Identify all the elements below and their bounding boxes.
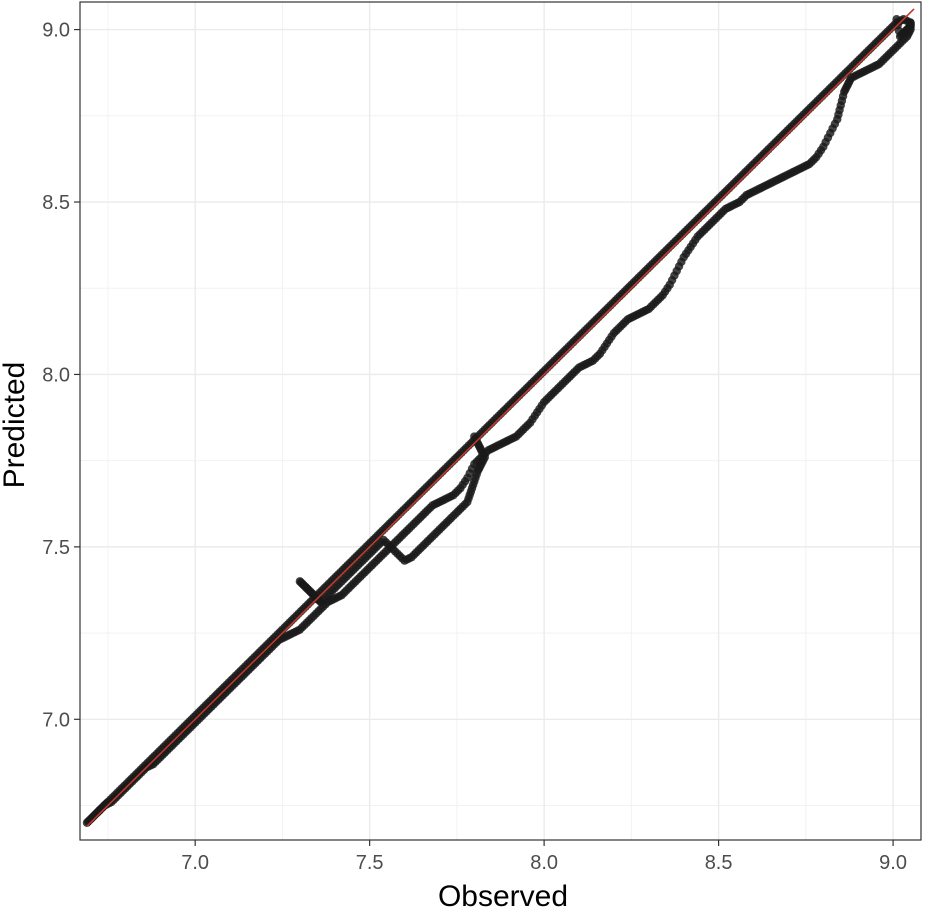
x-tick-label: 7.0 [181,852,209,874]
minor-gridlines [80,2,921,840]
data-point [892,15,901,24]
plot-border [79,1,922,841]
y-tick-label: 9.0 [42,20,70,42]
x-tick-label: 7.5 [356,852,384,874]
x-tick-label: 8.0 [530,852,558,874]
y-tick-label: 7.0 [42,709,70,731]
major-gridlines [80,2,921,840]
x-axis-ticks: 7.0 7.5 8.0 8.5 9.0 [181,840,907,874]
y-tick-label: 8.5 [42,192,70,214]
x-tick-label: 9.0 [879,852,907,874]
data-point [906,18,915,27]
y-tick-label: 7.5 [42,537,70,559]
y-axis-ticks: 7.0 7.5 8.0 8.5 9.0 [42,20,80,731]
identity-reference-line [86,8,915,827]
x-tick-label: 8.5 [705,852,733,874]
data-point [470,432,479,441]
y-axis-title: Predicted [0,362,31,489]
x-axis-title: Observed [438,880,568,910]
y-tick-label: 8.0 [42,364,70,386]
